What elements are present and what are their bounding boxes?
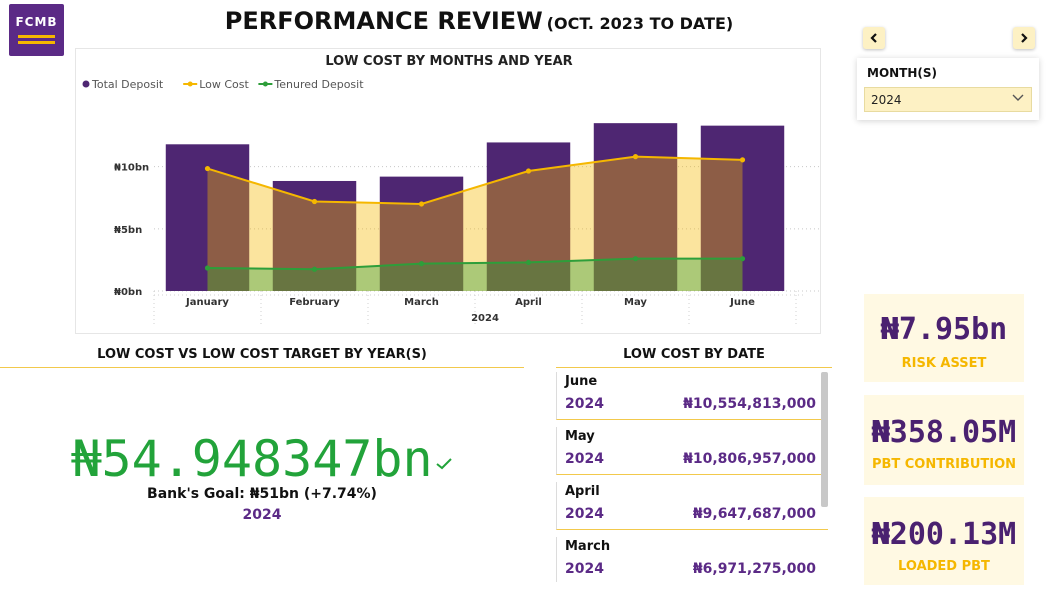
bank-goal-text: Bank's Goal: ₦51bn (+7.74%): [0, 486, 524, 502]
row-month: May: [565, 429, 595, 444]
x-axis-label: 2024: [471, 313, 499, 324]
section-divider: [556, 367, 832, 368]
page-title: PERFORMANCE REVIEW (OCT. 2023 TO DATE): [0, 7, 958, 35]
row-year: 2024: [565, 561, 604, 577]
point-low-cost: [633, 154, 638, 159]
chevron-down-icon: [1012, 91, 1024, 103]
point-low-cost: [419, 201, 424, 206]
kpi-label: LOADED PBT: [864, 559, 1024, 574]
kpi-label: PBT CONTRIBUTION: [864, 457, 1024, 472]
point-tenured-deposit: [526, 260, 531, 265]
kpi-card-pbt-contribution: ₦358.05M PBT CONTRIBUTION: [864, 395, 1024, 485]
low-cost-total-value: ₦54.948347bn: [0, 430, 524, 488]
row-amount: ₦6,971,275,000: [693, 561, 816, 577]
point-tenured-deposit: [419, 261, 424, 266]
low-cost-total-number: ₦54.948347bn: [71, 430, 432, 488]
legend-label: Tenured Deposit: [273, 78, 364, 91]
slicer-label: MONTH(S): [867, 66, 937, 80]
low-cost-chart-panel: LOW COST BY MONTHS AND YEAR Total Deposit…: [75, 48, 821, 334]
target-section-title: LOW COST VS LOW COST TARGET BY YEAR(S): [0, 347, 524, 362]
point-tenured-deposit: [740, 256, 745, 261]
kpi-value: ₦7.95bn: [864, 312, 1024, 347]
section-divider: [0, 367, 524, 368]
chevron-left-icon: [869, 33, 879, 43]
legend-marker: [263, 82, 268, 87]
low-cost-by-date-list[interactable]: June 2024 ₦10,554,813,000 May 2024 ₦10,8…: [556, 372, 828, 582]
kpi-value: ₦358.05M: [864, 415, 1024, 450]
list-scrollbar[interactable]: [821, 372, 828, 507]
x-tick-label: March: [404, 297, 439, 308]
x-tick-label: January: [185, 297, 229, 308]
list-item: April 2024 ₦9,647,687,000: [556, 482, 828, 530]
checkmark-icon: [435, 458, 453, 470]
list-item: May 2024 ₦10,806,957,000: [556, 427, 828, 475]
page-title-period: (OCT. 2023 TO DATE): [547, 14, 734, 33]
point-low-cost: [312, 199, 317, 204]
list-item: June 2024 ₦10,554,813,000: [556, 372, 828, 420]
logo-bar: [18, 35, 55, 38]
point-tenured-deposit: [312, 267, 317, 272]
x-tick-label: April: [515, 297, 542, 308]
row-year: 2024: [565, 506, 604, 522]
x-tick-label: June: [729, 297, 755, 308]
row-month: March: [565, 539, 610, 554]
chevron-right-icon: [1019, 33, 1029, 43]
legend-marker: [83, 81, 90, 88]
month-dropdown[interactable]: 2024: [864, 87, 1032, 112]
point-tenured-deposit: [205, 265, 210, 270]
row-month: June: [565, 374, 597, 389]
row-amount: ₦9,647,687,000: [693, 506, 816, 522]
chart-title: LOW COST BY MONTHS AND YEAR: [325, 54, 572, 69]
kpi-label: RISK ASSET: [864, 356, 1024, 371]
x-tick-label: May: [624, 297, 647, 308]
date-table-title: LOW COST BY DATE: [556, 347, 832, 362]
logo-bar: [18, 41, 55, 44]
point-tenured-deposit: [633, 256, 638, 261]
month-slicer: MONTH(S) 2024: [857, 58, 1039, 120]
kpi-card-risk-asset: ₦7.95bn RISK ASSET: [864, 294, 1024, 382]
y-tick-label: ₦0bn: [114, 287, 142, 298]
list-item: March 2024 ₦6,971,275,000: [556, 537, 828, 582]
point-low-cost: [205, 166, 210, 171]
row-year: 2024: [565, 396, 604, 412]
row-year: 2024: [565, 451, 604, 467]
row-month: April: [565, 484, 600, 499]
next-button[interactable]: [1013, 27, 1035, 49]
month-dropdown-value: 2024: [871, 93, 902, 107]
page-title-main: PERFORMANCE REVIEW: [225, 7, 543, 35]
goal-year: 2024: [0, 507, 524, 523]
point-low-cost: [526, 168, 531, 173]
legend-label: Total Deposit: [91, 78, 164, 91]
row-amount: ₦10,554,813,000: [683, 396, 816, 412]
previous-button[interactable]: [863, 27, 885, 49]
row-amount: ₦10,806,957,000: [683, 451, 816, 467]
y-tick-label: ₦5bn: [114, 225, 142, 236]
legend-label: Low Cost: [199, 78, 249, 91]
legend-marker: [188, 82, 193, 87]
point-low-cost: [740, 157, 745, 162]
y-tick-label: ₦10bn: [114, 163, 149, 174]
x-tick-label: February: [289, 297, 340, 308]
low-cost-combo-chart: LOW COST BY MONTHS AND YEAR Total Deposit…: [76, 49, 822, 335]
kpi-value: ₦200.13M: [864, 517, 1024, 552]
kpi-card-loaded-pbt: ₦200.13M LOADED PBT: [864, 497, 1024, 585]
